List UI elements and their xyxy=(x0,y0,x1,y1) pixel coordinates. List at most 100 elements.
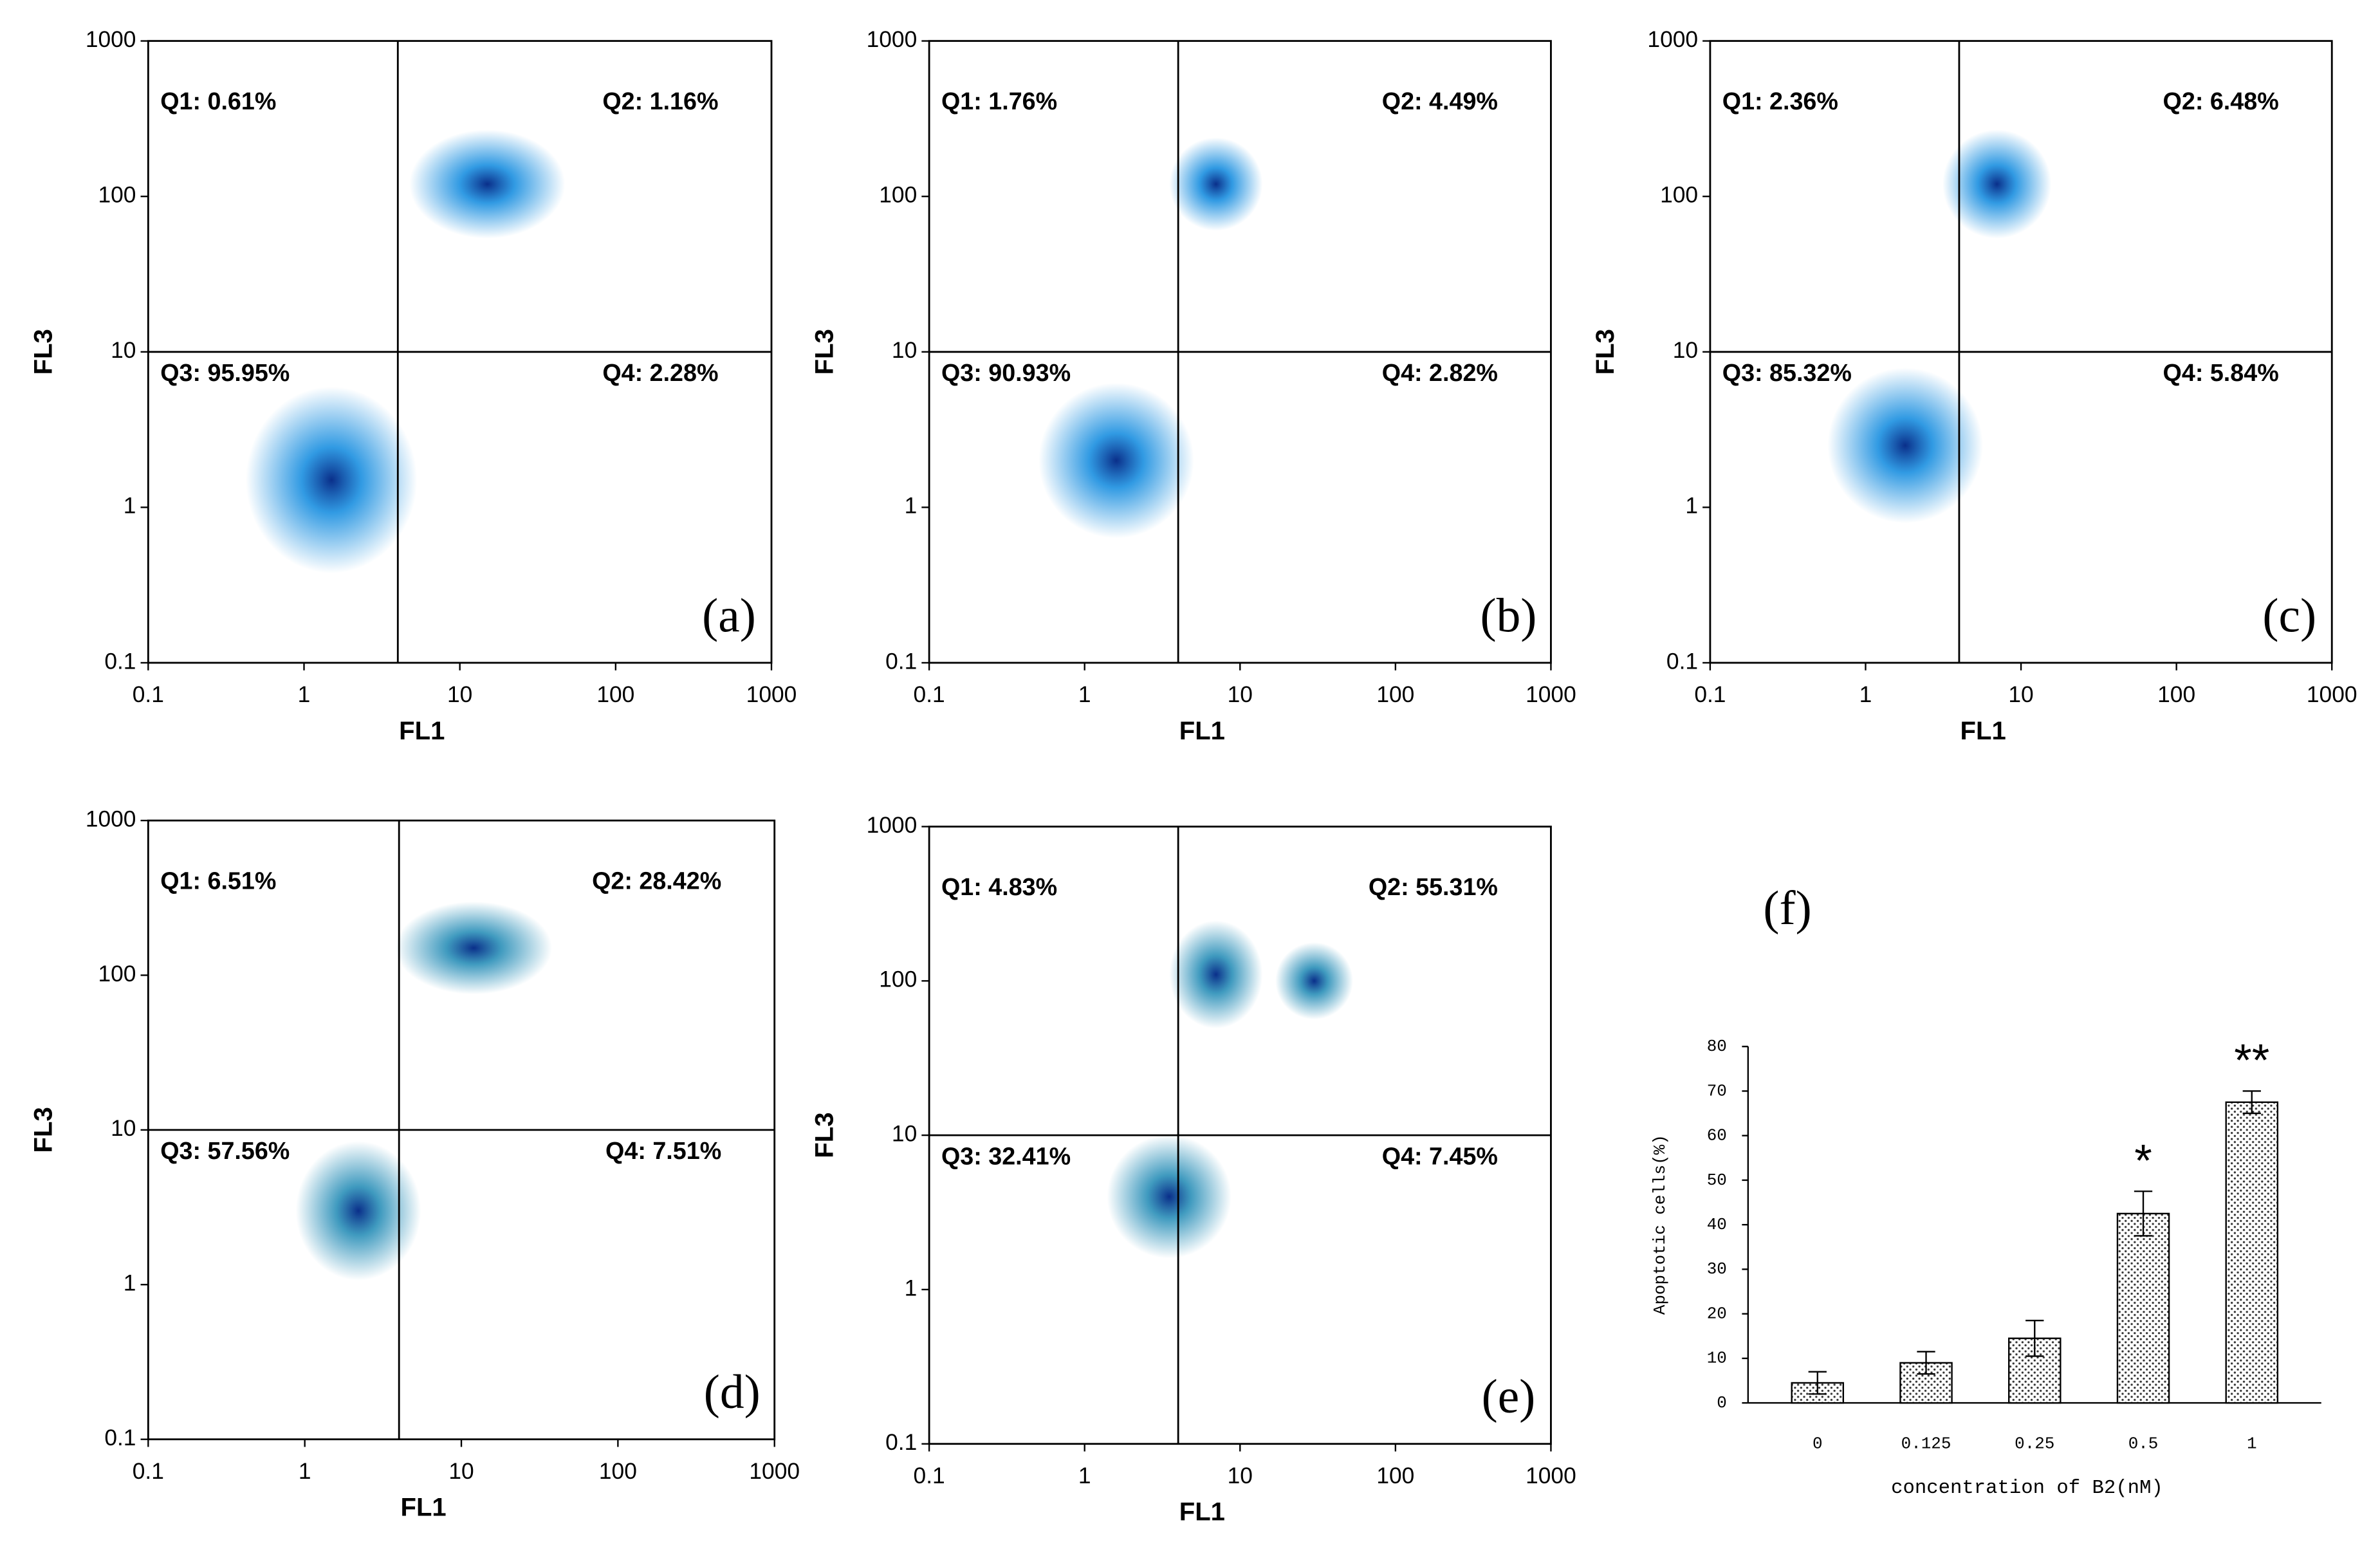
y-tick-label: 1 xyxy=(1685,494,1698,519)
quadrant-label: Q2: 1.16% xyxy=(602,88,718,115)
bar xyxy=(2225,1101,2279,1404)
x-tick-label: 100 xyxy=(599,1459,637,1484)
x-axis-label: FL1 xyxy=(401,1494,447,1522)
x-tick-label: 0.125 xyxy=(1901,1434,1951,1454)
y-tick-label: 0.1 xyxy=(1666,649,1698,674)
cell-cluster xyxy=(1169,137,1263,231)
y-tick-label: 60 xyxy=(1707,1126,1727,1145)
x-tick-label: 1000 xyxy=(749,1459,800,1484)
panel-label: (a) xyxy=(702,589,756,642)
x-axis-label: FL1 xyxy=(1179,717,1225,745)
y-tick-label: 80 xyxy=(1707,1037,1727,1056)
y-tick-label: 50 xyxy=(1707,1171,1727,1190)
quadrant-label: Q3: 95.95% xyxy=(160,359,290,386)
y-tick-label: 10 xyxy=(1707,1349,1727,1368)
cell-cluster xyxy=(295,1141,421,1281)
cell-cluster xyxy=(1275,942,1353,1020)
y-tick-label: 10 xyxy=(1673,338,1698,363)
x-tick-label: 10 xyxy=(447,682,472,707)
y-tick-label: 100 xyxy=(98,961,136,987)
x-axis-label: FL1 xyxy=(1179,1498,1225,1526)
y-tick-label: 100 xyxy=(879,183,917,208)
x-tick-label: 0.1 xyxy=(133,1459,164,1484)
y-tick-label: 1000 xyxy=(867,813,918,838)
x-axis-label: FL1 xyxy=(399,717,445,745)
y-axis-label: FL3 xyxy=(30,329,58,375)
y-tick-label: 100 xyxy=(98,183,136,208)
y-tick-label: 1 xyxy=(124,1271,136,1296)
x-axis-label: FL1 xyxy=(1960,717,2006,745)
x-tick-label: 1 xyxy=(1078,682,1091,707)
x-tick-label: 100 xyxy=(1376,1463,1414,1488)
quadrant-label: Q1: 1.76% xyxy=(941,88,1057,115)
y-axis-label: FL3 xyxy=(810,1113,838,1158)
x-tick-label: 10 xyxy=(448,1459,474,1484)
x-tick-label: 1000 xyxy=(2307,682,2357,707)
x-axis-label: concentration of B2(nM) xyxy=(1891,1477,2163,1499)
cell-cluster xyxy=(1107,1135,1232,1259)
x-tick-label: 100 xyxy=(1376,682,1414,707)
y-tick-label: 1000 xyxy=(867,27,918,52)
x-tick-label: 100 xyxy=(596,682,634,707)
y-tick-label: 1 xyxy=(905,494,918,519)
cell-cluster xyxy=(409,129,566,239)
quadrant-label: Q4: 7.45% xyxy=(1382,1142,1498,1169)
y-tick-label: 0.1 xyxy=(104,1425,136,1450)
x-tick-label: 10 xyxy=(1228,682,1253,707)
x-tick-label: 0.1 xyxy=(914,1463,945,1488)
panel-label: (e) xyxy=(1482,1370,1536,1423)
quadrant-label: Q2: 28.42% xyxy=(592,867,721,894)
x-tick-label: 0.5 xyxy=(2128,1434,2159,1454)
x-tick-label: 10 xyxy=(2008,682,2033,707)
quadrant-label: Q4: 2.28% xyxy=(602,359,718,386)
x-tick-label: 100 xyxy=(2157,682,2195,707)
x-tick-label: 1000 xyxy=(746,682,797,707)
y-tick-label: 1000 xyxy=(86,806,136,831)
y-tick-label: 0.1 xyxy=(885,649,917,674)
panel-label: (b) xyxy=(1480,589,1536,642)
quadrant-label: Q3: 32.41% xyxy=(941,1142,1071,1169)
y-tick-label: 20 xyxy=(1707,1304,1727,1323)
x-tick-label: 1000 xyxy=(1526,1463,1576,1488)
quadrant-label: Q3: 85.32% xyxy=(1722,359,1852,386)
x-tick-label: 0.1 xyxy=(133,682,164,707)
cell-cluster xyxy=(1827,367,1983,524)
quadrant-label: Q4: 7.51% xyxy=(605,1137,721,1164)
x-tick-label: 0 xyxy=(1813,1434,1823,1454)
cell-cluster xyxy=(245,386,418,573)
quadrant-label: Q2: 6.48% xyxy=(2163,88,2279,115)
x-tick-label: 1 xyxy=(2247,1434,2257,1454)
x-tick-label: 0.1 xyxy=(914,682,945,707)
cell-cluster xyxy=(1038,382,1194,539)
significance: * xyxy=(2134,1135,2152,1185)
y-tick-label: 1000 xyxy=(1647,27,1698,52)
quadrant-label: Q4: 5.84% xyxy=(2163,359,2279,386)
quadrant-label: Q1: 0.61% xyxy=(160,88,276,115)
y-axis-label: Apoptotic cells(%) xyxy=(1650,1135,1670,1315)
quadrant-label: Q3: 57.56% xyxy=(160,1137,290,1164)
y-tick-label: 0.1 xyxy=(885,1430,917,1455)
y-tick-label: 0 xyxy=(1717,1393,1727,1413)
y-tick-label: 100 xyxy=(1660,183,1698,208)
quadrant-label: Q2: 4.49% xyxy=(1382,88,1498,115)
x-tick-label: 1 xyxy=(299,1459,311,1484)
quadrant-label: Q4: 2.82% xyxy=(1382,359,1498,386)
panel-label: (f) xyxy=(1763,882,1811,935)
panel-label: (c) xyxy=(2262,589,2316,642)
y-axis-label: FL3 xyxy=(810,329,838,375)
y-tick-label: 0.1 xyxy=(104,649,136,674)
x-tick-label: 0.25 xyxy=(2015,1434,2054,1454)
x-tick-label: 1 xyxy=(1859,682,1872,707)
y-axis-label: FL3 xyxy=(30,1107,58,1153)
cell-cluster xyxy=(395,902,552,995)
y-tick-label: 10 xyxy=(111,338,136,363)
quadrant-label: Q1: 6.51% xyxy=(160,867,276,894)
cell-cluster xyxy=(1942,129,2052,239)
x-tick-label: 0.1 xyxy=(1694,682,1726,707)
quadrant-label: Q2: 55.31% xyxy=(1369,873,1498,900)
y-tick-label: 1000 xyxy=(86,27,136,52)
cell-cluster xyxy=(1169,920,1263,1029)
y-tick-label: 70 xyxy=(1707,1081,1727,1100)
panel-label: (d) xyxy=(704,1366,761,1419)
y-tick-label: 30 xyxy=(1707,1259,1727,1279)
